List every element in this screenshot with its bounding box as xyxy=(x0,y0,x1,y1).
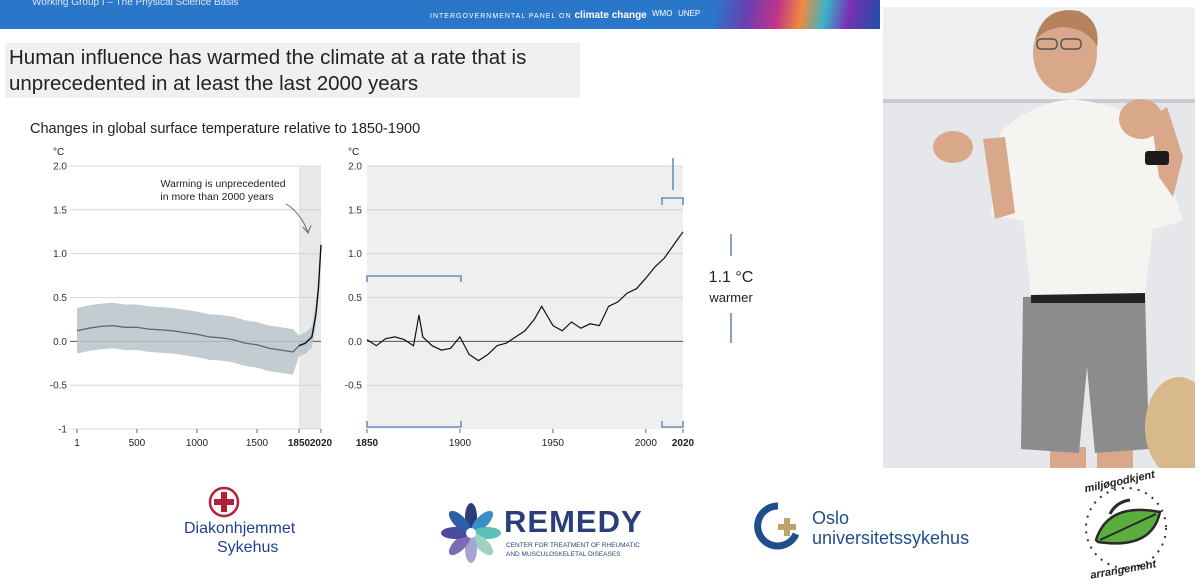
observed-line xyxy=(298,244,322,347)
x-tick-label: 1850 xyxy=(288,438,311,449)
oslo-logo: Oslo universitetssykehus xyxy=(754,500,994,556)
remedy-flower-icon xyxy=(441,503,501,563)
y-tick-label: -1 xyxy=(58,425,67,436)
oslo-emblem-icon xyxy=(754,502,800,550)
working-group-label: Working Group I – The Physical Science B… xyxy=(32,0,239,8)
x-tick-label: 2000 xyxy=(635,438,658,449)
remedy-logo: REMEDY CENTER FOR TREATMENT OF RHEUMATIC… xyxy=(440,498,655,568)
recent-bracket-bottom xyxy=(661,421,684,428)
annual-temperature-line xyxy=(366,231,684,362)
x-tick-label: 1950 xyxy=(542,438,565,449)
oslo-line-2: universitetssykehus xyxy=(812,528,970,548)
x-tick-label: 500 xyxy=(129,438,146,449)
chart-left: 2.01.51.00.50.0-0.5-1 1 500 1000 1500 1850 20… xyxy=(50,147,333,449)
baseline-bracket-bottom xyxy=(366,421,462,428)
y-tick-label: -0.5 xyxy=(345,381,363,392)
x-tick-label: 2020 xyxy=(672,438,695,449)
speaker-image xyxy=(883,7,1195,468)
unep-label: UNEP xyxy=(678,9,701,18)
y-tick-label: 1.0 xyxy=(53,249,67,260)
slide-headline: Human influence has warmed the climate a… xyxy=(5,43,580,98)
ipcc-label: INTERGOVERNMENTAL PANEL ON climate chang… xyxy=(430,10,647,21)
wmo-label: WMO xyxy=(652,9,673,18)
remedy-name: REMEDY xyxy=(504,504,643,539)
right-y-unit: °C xyxy=(348,147,359,158)
left-y-unit: °C xyxy=(53,147,64,158)
x-tick-label: 1 xyxy=(74,438,80,449)
recent-bracket-top xyxy=(661,197,684,205)
reconstruction-line xyxy=(76,324,306,353)
x-tick-label: 1850 xyxy=(356,438,379,449)
y-tick-label: 2.0 xyxy=(348,162,362,173)
chart-right: 2.0 1.5 1.0 0.5 0.0 -0.5 1850 1900 1950 2000 2020… xyxy=(345,147,754,449)
annotation-line-1: Warming is unprecedented xyxy=(160,178,285,190)
remedy-subtitle-2: AND MUSCULOSKELETAL DISEASES xyxy=(506,551,621,558)
remedy-subtitle-1: CENTER FOR TREATMENT OF RHEUMATIC xyxy=(506,542,640,549)
annotation-line-2: in more than 2000 years xyxy=(160,191,273,203)
annotation-arrowhead xyxy=(302,224,312,234)
uncertainty-band xyxy=(77,234,321,375)
headline-line-1: Human influence has warmed the climate a… xyxy=(9,46,527,69)
callout-label: warmer xyxy=(708,290,753,305)
speaker-video xyxy=(883,7,1195,468)
x-tick-label: 1500 xyxy=(246,438,269,449)
eco-leaf-icon xyxy=(1085,487,1167,569)
slide-header: Working Group I – The Physical Science B… xyxy=(0,0,880,29)
y-tick-label: 1.0 xyxy=(348,249,362,260)
y-tick-label: 0.0 xyxy=(53,337,67,348)
diakonhjemmet-emblem xyxy=(208,486,240,518)
y-tick-label: 0.5 xyxy=(53,293,67,304)
chart-subtitle: Changes in global surface temperature re… xyxy=(30,121,421,137)
x-tick-label: 1900 xyxy=(449,438,472,449)
x-tick-label: 1000 xyxy=(186,438,209,449)
y-tick-label: 0.5 xyxy=(348,293,362,304)
oslo-line-1: Oslo xyxy=(812,508,850,528)
header-artwork xyxy=(715,0,880,29)
sponsor-footer: Diakonhjemmet Sykehus REMEDY CENTER FOR … xyxy=(0,468,1200,587)
diakonhjemmet-logo: Diakonhjemmet Sykehus xyxy=(172,484,312,564)
annotation-arrow xyxy=(285,203,309,233)
headline-line-2: unprecedented in at least the last 2000 … xyxy=(9,72,419,95)
callout-value: 1.1 °C xyxy=(709,269,754,286)
y-tick-label: 1.5 xyxy=(53,205,67,216)
diakonhjemmet-line-1: Diakonhjemmet xyxy=(184,520,296,537)
baseline-bracket-top xyxy=(366,275,462,282)
presentation-slide: Working Group I – The Physical Science B… xyxy=(0,0,880,449)
eco-label-logo: miljøgodkjent arrangement xyxy=(1068,469,1188,584)
charts-svg: 2.01.51.00.50.0-0.5-1 1 500 1000 1500 1850 20… xyxy=(50,147,754,449)
y-tick-label: 0.0 xyxy=(348,337,362,348)
y-tick-label: 1.5 xyxy=(348,205,362,216)
y-tick-label: 2.0 xyxy=(53,162,67,173)
diakonhjemmet-line-2: Sykehus xyxy=(217,539,279,556)
x-tick-label: 2020 xyxy=(310,438,333,449)
y-tick-label: -0.5 xyxy=(50,381,68,392)
